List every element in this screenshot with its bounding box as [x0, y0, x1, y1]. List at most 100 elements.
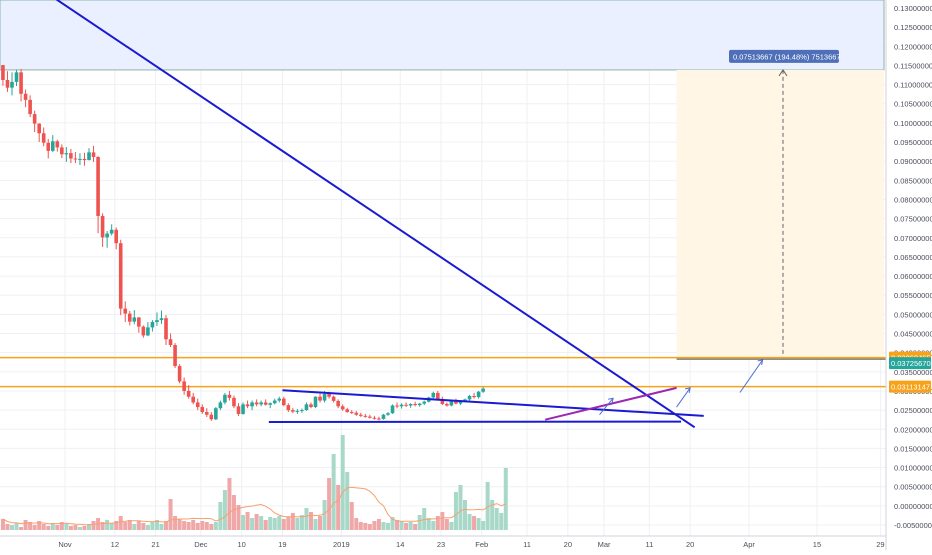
candle-body	[196, 402, 200, 407]
volume-bar	[286, 517, 290, 530]
candle-body	[282, 399, 286, 406]
candle-body	[450, 401, 454, 405]
volume-bar	[146, 525, 150, 530]
candle-body	[345, 409, 349, 412]
candle-body	[368, 417, 372, 418]
volume-bar	[132, 524, 136, 530]
price-tick-label: 0.10500000	[894, 100, 932, 109]
candle-body	[268, 403, 272, 405]
candle-body	[296, 411, 300, 412]
candle-body	[19, 72, 23, 93]
candle-body	[187, 391, 191, 397]
price-tick-label: 0.13000000	[894, 4, 932, 13]
volume-bar	[232, 495, 236, 530]
volume-bar	[354, 518, 358, 530]
candle-body	[37, 124, 41, 134]
volume-bar	[418, 515, 422, 530]
measure-label-group: 0.07513667 (194.48%) 7513667	[729, 50, 841, 63]
candle-body	[373, 418, 377, 419]
volume-bar	[372, 521, 376, 530]
volume-bar	[458, 485, 462, 530]
price-tick-label: 0.09500000	[894, 138, 932, 147]
candle-body	[237, 406, 241, 414]
price-tick-label: 0.07500000	[894, 215, 932, 224]
price-label-text: 0.03725670	[891, 359, 931, 368]
candle-body	[287, 405, 291, 410]
volume-bar	[445, 519, 449, 530]
volume-bar	[105, 520, 109, 530]
volume-bar	[241, 515, 245, 530]
candle-body	[250, 402, 254, 406]
price-tick-label: 0.01000000	[894, 464, 932, 473]
volume-bar	[187, 522, 191, 530]
volume-bar	[123, 522, 127, 530]
candle-body	[74, 159, 78, 160]
volume-bar	[191, 520, 195, 530]
time-tick-label: 29	[876, 540, 884, 549]
candle-body	[350, 412, 354, 413]
time-tick-label: 20	[686, 540, 694, 549]
candle-body	[69, 153, 73, 158]
time-tick-label: 2019	[333, 540, 350, 549]
measure-zone-target	[677, 70, 884, 358]
volume-bar	[246, 512, 250, 530]
candle-body	[477, 392, 481, 397]
volume-bar	[386, 523, 390, 530]
volume-bar	[368, 524, 372, 530]
volume-bar	[10, 525, 14, 530]
candle-body	[1, 65, 5, 80]
candle-body	[436, 393, 440, 400]
volume-bar	[395, 520, 399, 530]
time-tick-label: 15	[813, 540, 821, 549]
candle-body	[481, 389, 485, 392]
candle-body	[28, 100, 32, 114]
price-tick-label: 0.11500000	[894, 61, 932, 70]
volume-bar	[209, 524, 213, 530]
volume-bar	[440, 512, 444, 530]
candle-body	[210, 415, 214, 420]
volume-bar	[345, 472, 349, 530]
candle-body	[182, 381, 186, 391]
candle-body	[264, 402, 268, 404]
volume-bar	[178, 519, 182, 530]
candle-body	[341, 406, 345, 409]
volume-bar	[431, 521, 435, 530]
candle-body	[413, 404, 417, 405]
candle-body	[232, 398, 236, 406]
candle-body	[468, 396, 472, 399]
candle-body	[155, 320, 159, 322]
price-tick-label: 0.12000000	[894, 42, 932, 51]
volume-bar	[55, 525, 59, 530]
time-tick-label: Nov	[58, 540, 72, 549]
volume-bar	[427, 518, 431, 530]
volume-bar	[259, 516, 263, 530]
volume-bar	[341, 435, 345, 530]
volume-bar	[214, 522, 218, 530]
volume-bar	[78, 527, 82, 530]
candle-body	[15, 72, 19, 82]
volume-bar	[250, 518, 254, 530]
volume-bar	[5, 524, 9, 530]
volume-bar	[42, 524, 46, 530]
volume-bar	[472, 516, 476, 530]
volume-bar	[218, 502, 222, 530]
volume-bar	[477, 518, 481, 530]
candle-body	[151, 322, 155, 327]
price-tick-label: 0.02500000	[894, 406, 932, 415]
candle-body	[314, 397, 318, 407]
candle-body	[241, 404, 245, 414]
volume-bar	[182, 521, 186, 530]
candle-body	[191, 397, 195, 403]
volume-bar	[110, 523, 114, 530]
candle-body	[200, 407, 204, 412]
time-tick-label: 23	[437, 540, 445, 549]
candle-body	[422, 402, 426, 404]
candle-body	[359, 415, 363, 416]
candle-body	[246, 404, 250, 406]
price-tick-label: 0.05500000	[894, 291, 932, 300]
volume-bar	[169, 499, 173, 530]
measure-label-text: 0.07513667 (194.48%) 7513667	[733, 52, 841, 61]
candle-body	[6, 80, 10, 88]
